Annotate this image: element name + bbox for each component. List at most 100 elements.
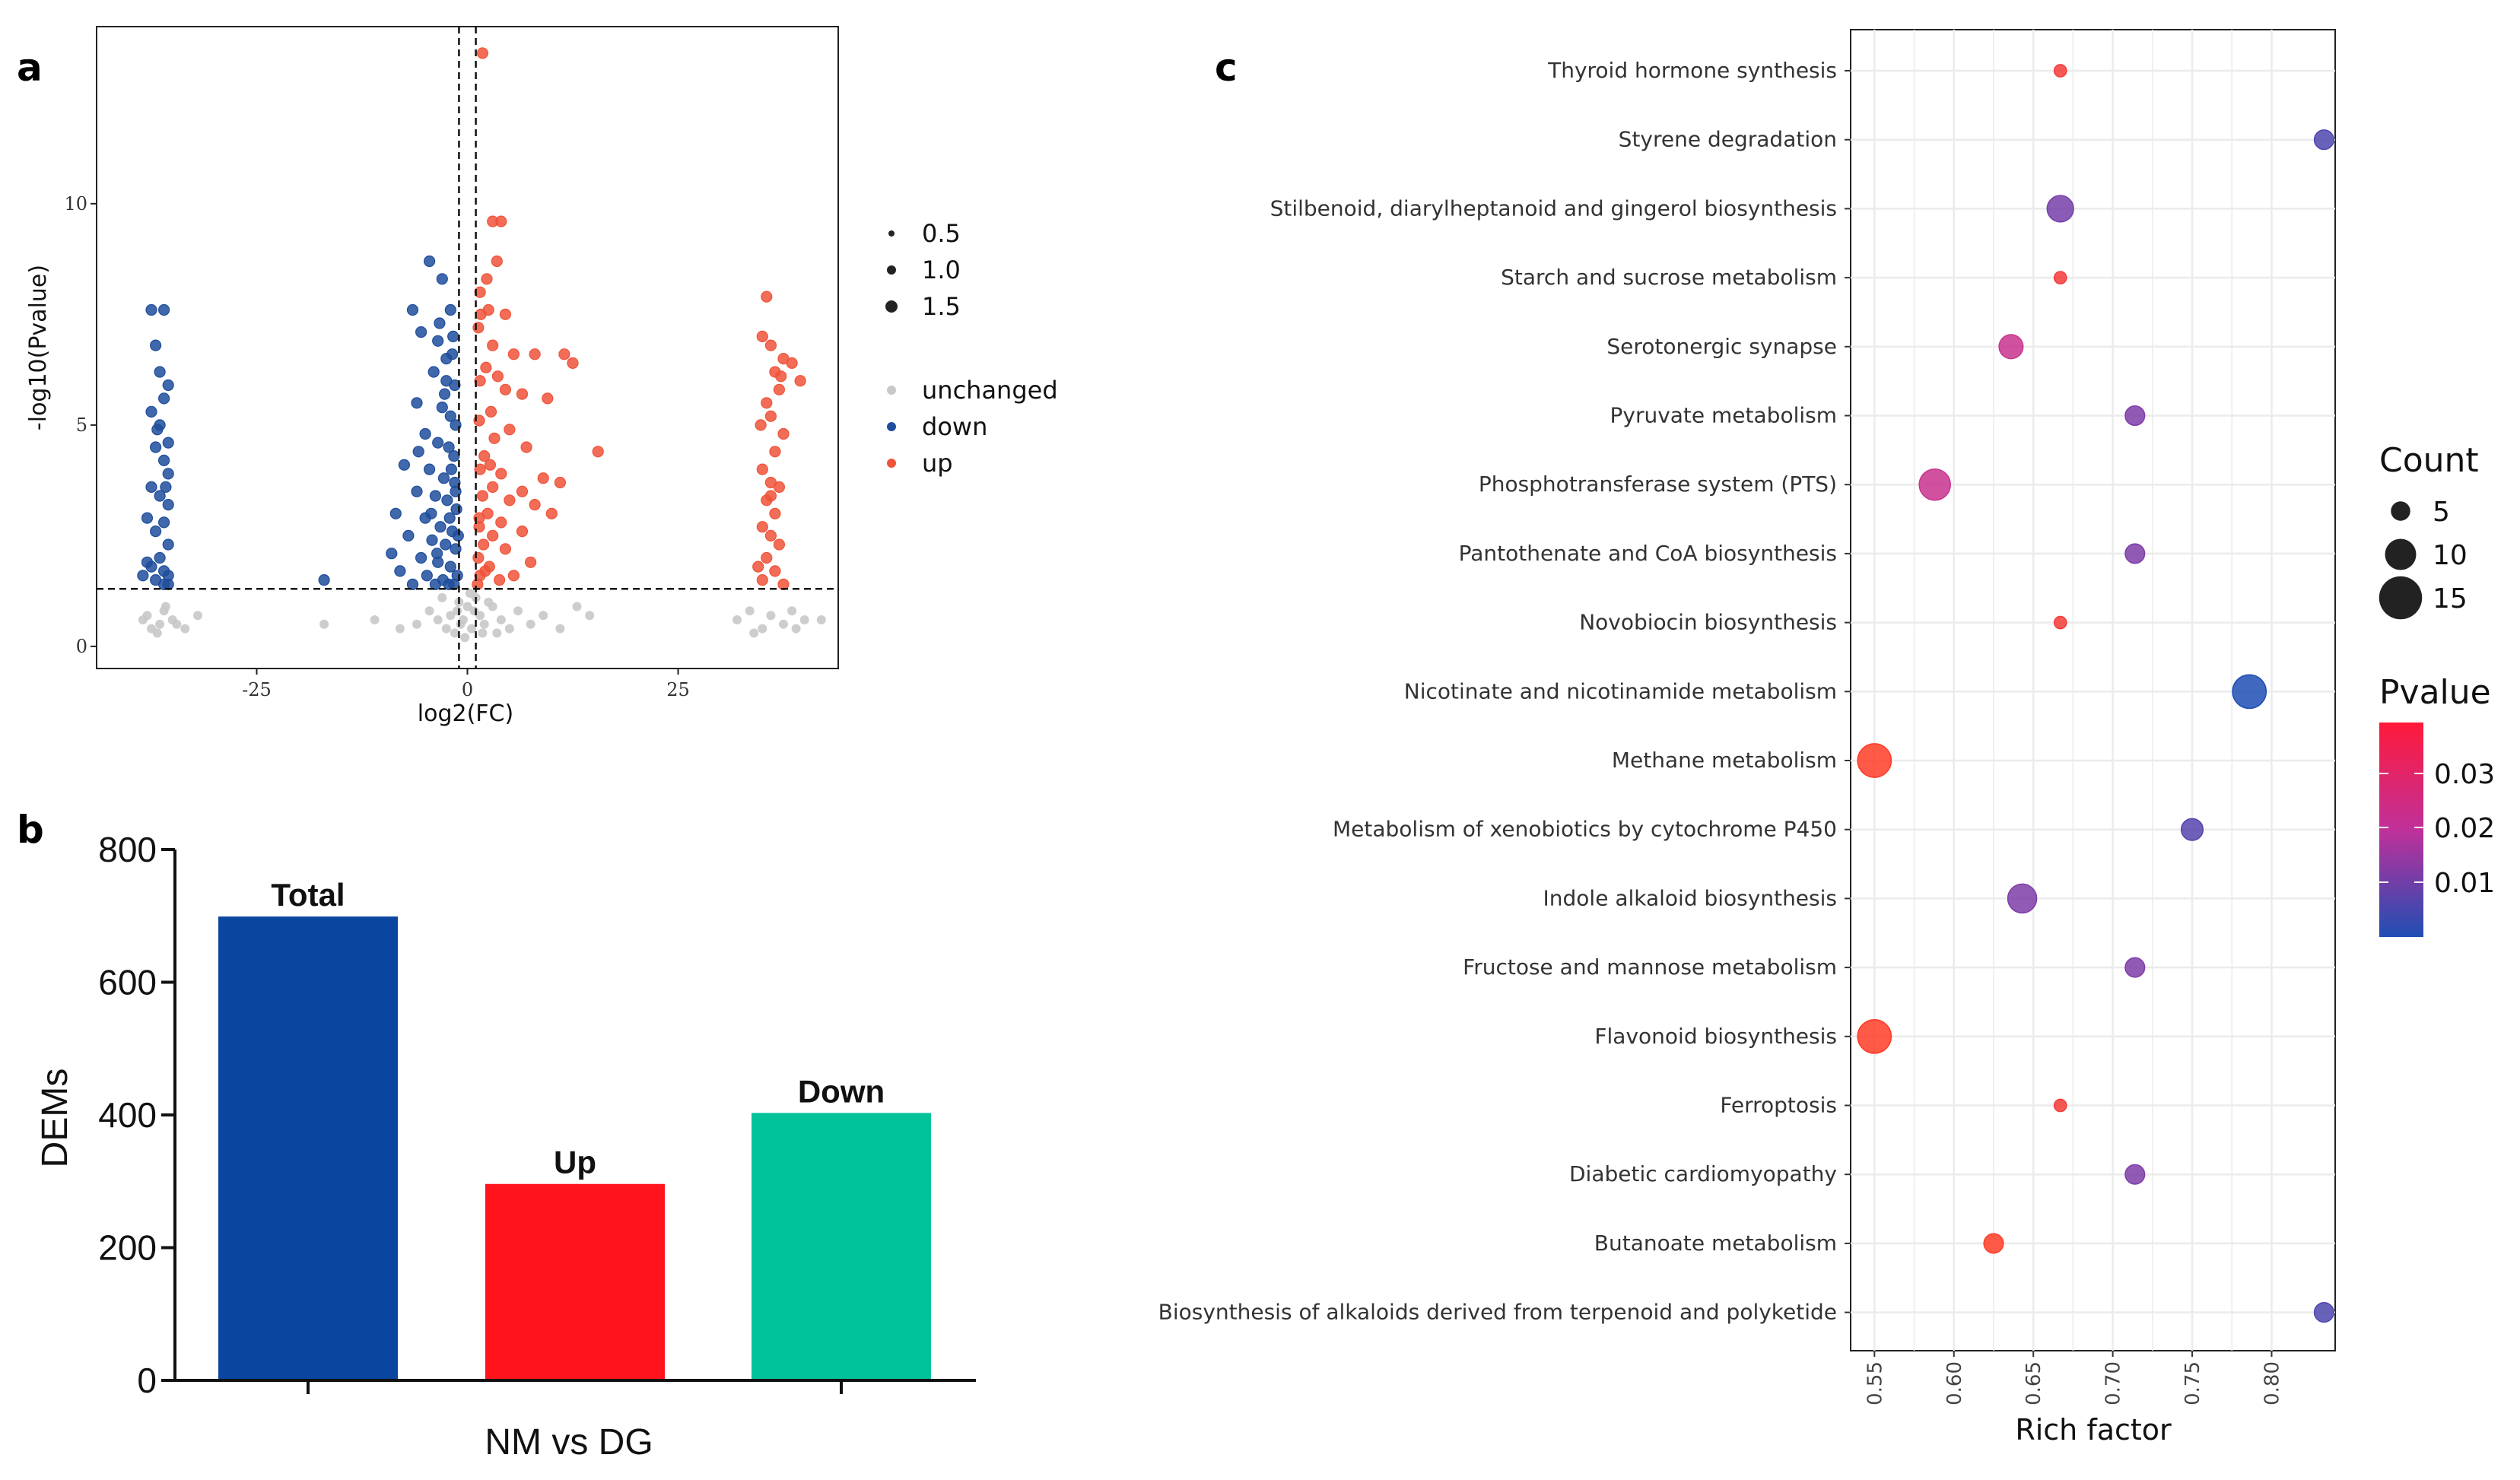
volcano-point-unchanged: [395, 624, 405, 634]
volcano-point-down: [389, 507, 402, 519]
enrichment-dot: [2053, 1098, 2067, 1113]
volcano-point-unchanged: [138, 615, 148, 624]
volcano-point-down: [162, 379, 174, 392]
volcano-point-unchanged: [180, 624, 190, 634]
pathway-label: Indole alkaloid biosynthesis: [1543, 885, 1838, 910]
volcano-point-up: [476, 47, 489, 59]
pathway-label: Pyruvate metabolism: [1610, 403, 1837, 428]
panel-label-b: b: [17, 808, 44, 852]
pathway-label: Stilbenoid, diarylheptanoid and gingerol…: [1270, 195, 1837, 221]
colorbar-tick-label: 0.03: [2434, 759, 2495, 790]
volcano-point-unchanged: [370, 615, 380, 624]
color-legend-key-unchanged: [887, 386, 896, 395]
enrichment-dot: [2180, 818, 2204, 841]
enrichment-dot: [2232, 674, 2267, 710]
size-legend-label: 1.0: [922, 256, 961, 284]
volcano-point-unchanged: [749, 628, 759, 638]
volcano-point-down: [154, 551, 166, 564]
volcano-point-up: [476, 490, 489, 502]
volcano-point-up: [558, 348, 570, 360]
volcano-x-axis-title: log2(FC): [418, 700, 513, 727]
volcano-point-up: [786, 357, 798, 369]
volcano-point-up: [764, 490, 777, 502]
enrichment-dot-plot: Thyroid hormone synthesis Styrene degrada…: [1158, 29, 2495, 1447]
volcano-point-up: [487, 481, 499, 494]
volcano-point-up: [761, 291, 773, 303]
volcano-point-up: [481, 273, 493, 285]
enrichment-dot: [2313, 129, 2334, 151]
volcano-point-up: [499, 308, 512, 320]
volcano-point-up: [545, 507, 558, 519]
volcano-point-up: [472, 551, 485, 564]
count-legend-key: [2379, 576, 2423, 620]
volcano-point-unchanged: [441, 624, 451, 634]
enrichment-dot: [2124, 543, 2146, 564]
volcano-point-down: [444, 303, 456, 316]
volcano-point-up: [773, 481, 786, 494]
volcano-point-down: [394, 565, 406, 577]
volcano-point-up: [761, 551, 773, 564]
pathway-label: Nicotinate and nicotinamide metabolism: [1404, 678, 1837, 703]
x-tick-label: 0: [462, 679, 473, 700]
x-tick-label: 0.65: [2023, 1361, 2045, 1405]
enrichment-dot: [2124, 1164, 2146, 1185]
volcano-point-up: [488, 432, 501, 444]
volcano-point-down: [158, 454, 170, 467]
volcano-point-down: [450, 503, 462, 516]
volcano-point-unchanged: [758, 624, 767, 634]
enrichment-dot: [2053, 271, 2067, 284]
volcano-point-up: [764, 339, 777, 351]
volcano-point-down: [443, 578, 455, 591]
volcano-point-unchanged: [319, 619, 329, 629]
volcano-point-unchanged: [160, 602, 170, 611]
size-legend-label: 0.5: [922, 219, 961, 248]
volcano-point-down: [160, 481, 172, 494]
bar-x-axis-title: NM vs DG: [485, 1422, 653, 1463]
volcano-point-unchanged: [791, 624, 801, 634]
volcano-point-up: [764, 529, 777, 542]
volcano-point-down: [429, 490, 442, 502]
pathway-label: Styrene degradation: [1619, 127, 1837, 152]
volcano-point-down: [432, 437, 444, 449]
volcano-point-unchanged: [555, 624, 565, 634]
volcano-point-unchanged: [787, 606, 797, 616]
volcano-point-up: [495, 215, 507, 227]
panel-label-a: a: [17, 46, 43, 90]
volcano-point-up: [520, 441, 532, 453]
color-legend-label: unchanged: [922, 376, 1058, 405]
volcano-point-down: [436, 273, 448, 285]
volcano-point-down: [444, 410, 456, 422]
volcano-point-down: [432, 335, 444, 347]
x-tick-label: 0.55: [1864, 1361, 1886, 1405]
enrichment-dots: [1857, 64, 2334, 1323]
volcano-plot: -25 0 25 0 5 10 log2(FC) -log10(Pvalue) 0.5 1.…: [25, 26, 1058, 727]
enrichment-dot: [1983, 1233, 2004, 1254]
volcano-point-unchanged: [155, 619, 165, 629]
volcano-point-unchanged: [412, 619, 421, 629]
volcano-point-up: [756, 521, 768, 533]
volcano-point-up: [756, 330, 768, 342]
volcano-point-up: [529, 348, 541, 360]
volcano-point-down: [425, 507, 437, 519]
volcano-point-down: [141, 512, 154, 524]
x-tick-label: 25: [666, 679, 690, 700]
count-legend-title: Count: [2379, 441, 2479, 480]
volcano-point-down: [443, 512, 456, 524]
pathway-labels: Thyroid hormone synthesis Styrene degrada…: [1158, 58, 1851, 1325]
volcano-point-up: [491, 255, 503, 268]
volcano-point-down: [415, 551, 427, 564]
volcano-y-axis-title: -log10(Pvalue): [25, 265, 52, 430]
volcano-point-unchanged: [437, 592, 447, 602]
pathway-label: Thyroid hormone synthesis: [1547, 58, 1837, 83]
volcano-plot-frame: [96, 26, 839, 669]
color-legend-key-down: [887, 422, 896, 431]
volcano-point-down: [402, 529, 415, 542]
volcano-axis-ticks: -25 0 25 0 5 10: [64, 193, 689, 700]
volcano-point-up: [478, 449, 491, 462]
volcano-point-unchanged: [193, 611, 202, 621]
volcano-point-up: [495, 516, 507, 529]
volcano-point-down: [419, 427, 431, 440]
volcano-point-down: [137, 570, 149, 582]
volcano-point-up: [475, 308, 487, 320]
volcano-point-up: [773, 383, 786, 395]
